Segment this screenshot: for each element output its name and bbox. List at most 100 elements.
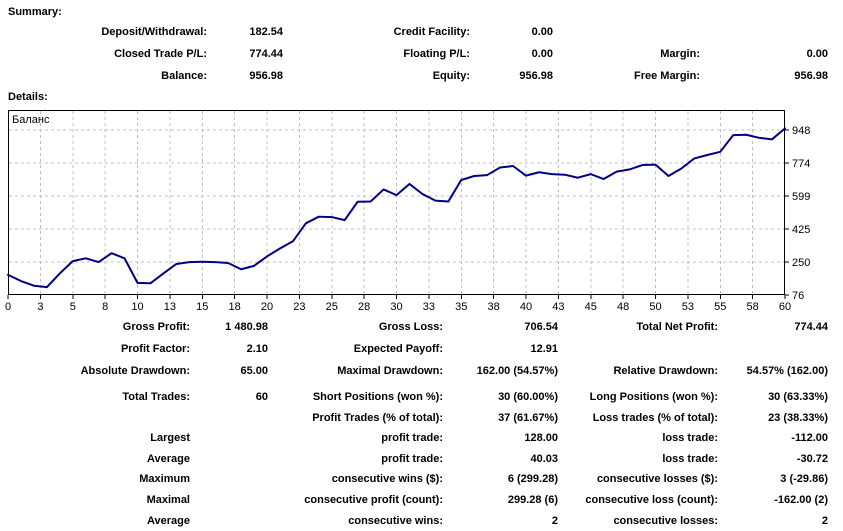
- stat-value: [190, 408, 268, 429]
- stat-value: 6 (299.28): [507, 473, 558, 486]
- stat-label: Average: [146, 514, 190, 527]
- stat-value: 23 (38.33%): [768, 411, 828, 424]
- svg-text:38: 38: [488, 301, 500, 313]
- stat-label: profit trade:: [381, 432, 443, 445]
- svg-text:0: 0: [5, 301, 11, 313]
- stat-label: Gross Loss:: [378, 321, 443, 333]
- balance-chart: 948 774 599 425 250 76 0 3 5 8 10 13 15 18 20 23 25 28 30 3…: [5, 110, 838, 315]
- svg-text:3: 3: [37, 301, 43, 313]
- summary-label: Margin:: [660, 48, 700, 60]
- stat-value: 60: [255, 391, 268, 403]
- stat-value: -112.00: [791, 432, 828, 445]
- svg-text:35: 35: [455, 301, 467, 313]
- svg-text:30: 30: [390, 301, 402, 313]
- stat-label: consecutive losses ($):: [596, 473, 718, 486]
- stat-label: Absolute Drawdown:: [80, 365, 190, 377]
- svg-text:40: 40: [520, 301, 532, 313]
- svg-text:48: 48: [617, 301, 629, 313]
- stat-value: 65.00: [240, 365, 268, 377]
- svg-text:53: 53: [682, 301, 694, 313]
- summary-value: 956.98: [794, 70, 828, 82]
- svg-text:25: 25: [326, 301, 338, 313]
- stat-label: loss trade:: [662, 452, 718, 465]
- stat-label: Total Net Profit:: [636, 321, 718, 333]
- stat-value: [190, 511, 268, 531]
- stat-value: [718, 338, 828, 360]
- svg-text:58: 58: [747, 301, 759, 313]
- svg-text:18: 18: [229, 301, 241, 313]
- summary-value: [700, 21, 828, 43]
- svg-text:5: 5: [70, 301, 76, 313]
- summary-label: Equity:: [432, 70, 470, 82]
- summary-value: 182.54: [249, 26, 283, 38]
- stat-label: consecutive wins:: [348, 514, 443, 527]
- svg-text:76: 76: [792, 290, 804, 302]
- summary-value: 0.00: [531, 26, 553, 38]
- stat-value: 30 (63.33%): [768, 391, 828, 403]
- svg-text:250: 250: [792, 257, 810, 269]
- stats-table-profit: Gross Profit: 1 480.98 Gross Loss: 706.5…: [0, 316, 828, 382]
- summary-value: 956.98: [249, 70, 283, 82]
- summary-label: Floating P/L:: [403, 48, 470, 60]
- svg-text:50: 50: [649, 301, 661, 313]
- stat-label: Profit Factor:: [120, 343, 190, 355]
- stat-label: Maximal: [146, 493, 190, 506]
- stat-label: Average: [146, 452, 190, 465]
- stat-label: [558, 338, 718, 360]
- stat-value: 128.00: [524, 432, 558, 445]
- stat-value: 162.00 (54.57%): [476, 365, 558, 377]
- svg-text:60: 60: [779, 301, 791, 313]
- details-heading: Details:: [8, 91, 48, 103]
- stat-label: Short Positions (won %):: [312, 391, 443, 403]
- svg-text:28: 28: [358, 301, 370, 313]
- stat-value: [190, 449, 268, 470]
- svg-text:774: 774: [792, 158, 810, 170]
- stat-value: 37 (61.67%): [498, 411, 558, 424]
- stat-label: Maximal Drawdown:: [337, 365, 443, 377]
- summary-value: 0.00: [806, 48, 828, 60]
- stat-label: Gross Profit:: [122, 321, 190, 333]
- stat-label: Expected Payoff:: [353, 343, 443, 355]
- svg-text:13: 13: [164, 301, 176, 313]
- svg-text:55: 55: [714, 301, 726, 313]
- stat-value: 2: [821, 514, 828, 527]
- stat-label: Relative Drawdown:: [613, 365, 718, 377]
- stat-label: Loss trades (% of total):: [592, 411, 718, 424]
- stat-value: [190, 490, 268, 511]
- stat-value: 2.10: [246, 343, 268, 355]
- summary-value: 774.44: [249, 48, 283, 60]
- stat-value: 299.28 (6): [507, 493, 558, 506]
- svg-text:15: 15: [196, 301, 208, 313]
- stat-label: Profit Trades (% of total):: [312, 411, 443, 424]
- svg-text:43: 43: [552, 301, 564, 313]
- stat-label: profit trade:: [381, 452, 443, 465]
- stat-value: 54.57% (162.00): [746, 365, 828, 377]
- svg-text:45: 45: [585, 301, 597, 313]
- stat-value: 2: [551, 514, 558, 527]
- stat-value: 706.54: [524, 321, 558, 333]
- stat-label: Maximum: [139, 473, 190, 486]
- stat-value: [190, 428, 268, 449]
- svg-text:23: 23: [293, 301, 305, 313]
- stats-table-trades: Total Trades: 60 Short Positions (won %)…: [0, 387, 828, 531]
- stat-value: 774.44: [794, 321, 828, 333]
- summary-label: Free Margin:: [633, 70, 700, 82]
- stat-label: consecutive loss (count):: [585, 493, 718, 506]
- stat-value: 3 (-29.86): [780, 473, 828, 486]
- stat-value: -162.00 (2): [774, 493, 828, 506]
- chart-legend-label: Баланс: [12, 114, 50, 126]
- stat-value: -30.72: [796, 452, 828, 465]
- summary-label: Credit Facility:: [393, 26, 470, 38]
- summary-heading: Summary:: [8, 6, 62, 18]
- stat-label: consecutive wins ($):: [331, 473, 443, 486]
- summary-table: Deposit/Withdrawal: 182.54 Credit Facili…: [0, 21, 828, 87]
- summary-value: 0.00: [531, 48, 553, 60]
- stat-label: loss trade:: [662, 432, 718, 445]
- stat-value: 12.91: [530, 343, 558, 355]
- summary-label: [553, 21, 700, 43]
- stat-value: [190, 469, 268, 490]
- stat-label: Largest: [150, 432, 190, 445]
- stat-value: 30 (60.00%): [498, 391, 558, 403]
- svg-text:20: 20: [261, 301, 273, 313]
